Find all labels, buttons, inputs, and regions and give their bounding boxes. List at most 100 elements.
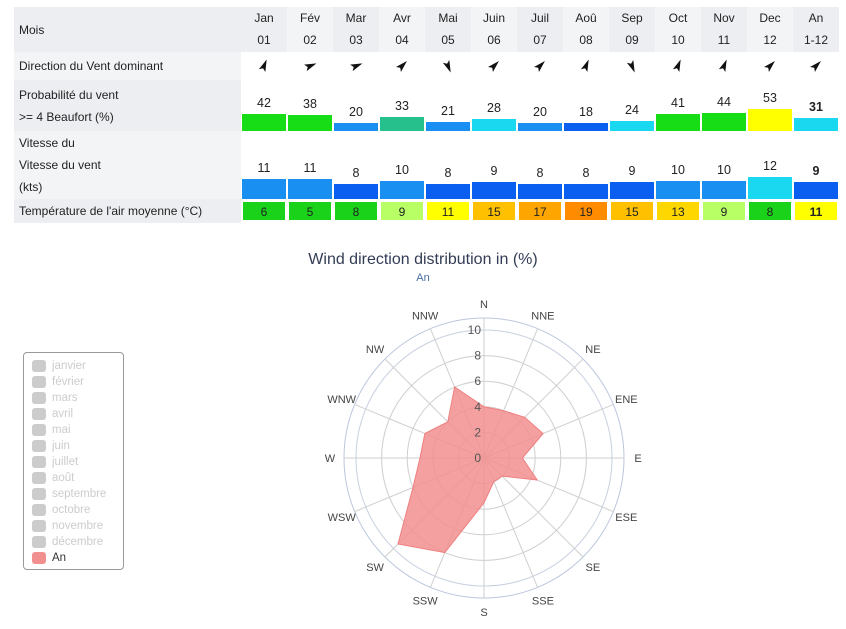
legend-item-8[interactable]: septembre	[32, 487, 106, 503]
temperature-cell-6: 17	[517, 199, 563, 223]
wind-arrow-icon	[304, 63, 317, 72]
wind-arrow-cell-3	[379, 52, 425, 80]
legend-swatch	[32, 391, 46, 404]
chart-title: Wind direction distribution in (%)	[308, 251, 538, 268]
direction-label-n: N	[480, 299, 488, 311]
direction-label-nw: NW	[366, 344, 385, 356]
legend-item-12[interactable]: An	[32, 551, 66, 567]
month-number-10: 11	[701, 29, 747, 52]
legend-item-2[interactable]: mars	[32, 391, 78, 407]
speed-value: 8	[536, 166, 544, 180]
label-speed-line2: Vitesse du vent	[19, 158, 101, 172]
temperature-value: 11	[794, 201, 838, 221]
legend-item-0[interactable]: janvier	[32, 359, 86, 375]
month-header-7: Aoû	[563, 7, 609, 29]
speed-value: 8	[444, 166, 452, 180]
probability-cell-12: 31	[793, 80, 839, 131]
temperature-cell-8: 15	[609, 199, 655, 223]
label-speed-line1: Vitesse du	[19, 136, 75, 150]
direction-label-sse: SSE	[532, 595, 554, 607]
probability-bar	[702, 113, 746, 131]
temperature-value: 13	[656, 201, 700, 221]
radial-tick-label: 2	[474, 425, 481, 439]
probability-bar	[472, 119, 516, 131]
direction-label-ne: NE	[585, 344, 600, 356]
month-number-9: 10	[655, 29, 701, 52]
month-header-0: Jan	[241, 7, 287, 29]
legend-swatch	[32, 471, 46, 484]
legend-item-10[interactable]: novembre	[32, 519, 103, 535]
month-number-row: 01 02 03 04 05 06 07 08 09 10 11 12 1-12	[14, 29, 839, 52]
legend-swatch	[32, 423, 46, 436]
legend-item-1[interactable]: février	[32, 375, 84, 391]
direction-label-ese: ESE	[615, 512, 637, 524]
wind-arrow-cell-11	[747, 52, 793, 80]
probability-bar	[656, 114, 700, 131]
probability-value: 44	[717, 95, 731, 109]
legend-item-3[interactable]: avril	[32, 407, 73, 423]
legend-swatch	[32, 407, 46, 420]
speed-value: 11	[303, 161, 317, 175]
legend-item-4[interactable]: mai	[32, 423, 71, 439]
speed-value: 8	[582, 166, 590, 180]
label-speed-line3: (kts)	[19, 180, 43, 194]
speed-bar	[564, 184, 608, 199]
temperature-cell-0: 6	[241, 199, 287, 223]
direction-label-ssw: SSW	[413, 595, 439, 607]
legend-label: mai	[52, 424, 71, 436]
legend-item-11[interactable]: décembre	[32, 535, 103, 551]
temperature-cell-5: 15	[471, 199, 517, 223]
legend-item-5[interactable]: juin	[32, 439, 70, 455]
legend-label: août	[52, 472, 75, 484]
wind-arrow-icon	[672, 59, 681, 72]
speed-bar	[472, 182, 516, 199]
legend-label: avril	[52, 408, 74, 420]
label-direction: Direction du Vent dominant	[14, 52, 241, 80]
month-header-8: Sep	[609, 7, 655, 29]
legend-item-7[interactable]: août	[32, 471, 74, 487]
temperature-value: 11	[426, 201, 470, 221]
temperature-cell-11: 8	[747, 199, 793, 223]
legend-swatch	[32, 535, 46, 548]
legend-swatch	[32, 455, 46, 468]
month-number-5: 06	[471, 29, 517, 52]
probability-cell-11: 53	[747, 80, 793, 131]
speed-cell-6: 8	[517, 131, 563, 199]
wind-arrow-cell-6	[517, 52, 563, 80]
series-area-0[interactable]	[397, 386, 544, 554]
legend-item-6[interactable]: juillet	[32, 455, 78, 471]
temperature-value: 15	[472, 201, 516, 221]
speed-cell-3: 10	[379, 131, 425, 199]
probability-value: 20	[349, 105, 363, 119]
probability-bar	[748, 109, 792, 131]
speed-value: 10	[395, 163, 409, 177]
speed-cell-10: 10	[701, 131, 747, 199]
probability-bar	[380, 117, 424, 131]
speed-cell-5: 9	[471, 131, 517, 199]
month-number-0: 01	[241, 29, 287, 52]
legend-swatch	[32, 551, 46, 564]
temperature-cell-7: 19	[563, 199, 609, 223]
wind-arrow-cell-4	[425, 52, 471, 80]
probability-cell-3: 33	[379, 80, 425, 131]
speed-value: 9	[628, 164, 636, 178]
speed-bar	[518, 184, 562, 199]
month-number-4: 05	[425, 29, 471, 52]
month-number-2: 03	[333, 29, 379, 52]
temperature-value: 9	[702, 201, 746, 221]
temperature-value: 5	[288, 201, 332, 221]
probability-row: Probabilité du vent >= 4 Beaufort (%) 42…	[14, 80, 839, 131]
month-number-8: 09	[609, 29, 655, 52]
radial-tick-label: 4	[474, 400, 481, 414]
probability-value: 28	[487, 101, 501, 115]
probability-cell-8: 24	[609, 80, 655, 131]
direction-label-sw: SW	[366, 562, 384, 574]
label-temperature: Température de l'air moyenne (°C)	[14, 199, 241, 223]
speed-cell-7: 8	[563, 131, 609, 199]
wind-arrow-icon	[395, 61, 407, 73]
legend-item-9[interactable]: octobre	[32, 503, 90, 519]
probability-bar	[794, 118, 838, 131]
month-header-1: Fév	[287, 7, 333, 29]
direction-label-nnw: NNW	[412, 311, 439, 323]
speed-cell-1: 11	[287, 131, 333, 199]
